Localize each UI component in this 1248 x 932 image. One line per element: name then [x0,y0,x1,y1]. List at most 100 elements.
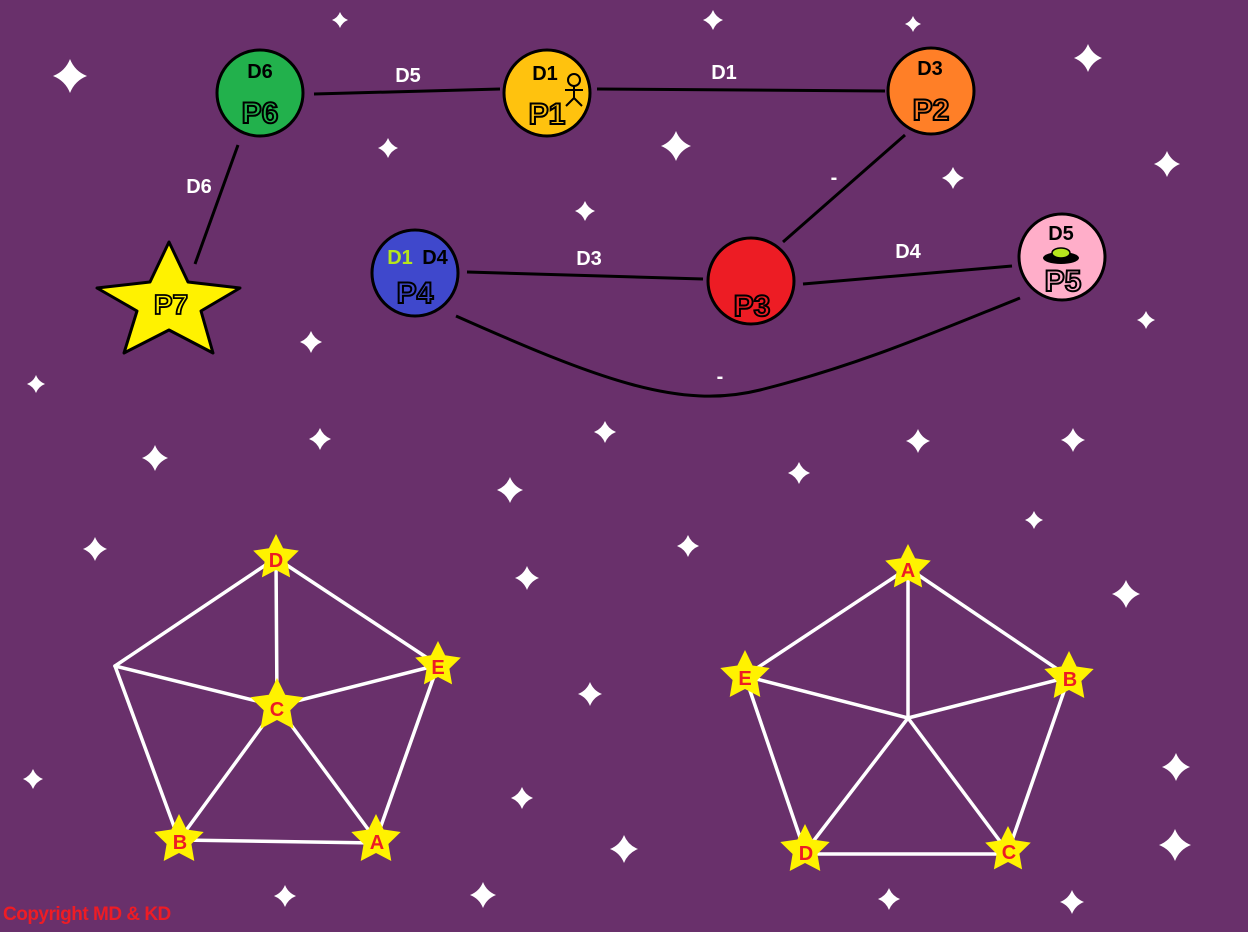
graph-node-star-shape [885,544,931,588]
graph-left-star-c-label: C [270,699,284,721]
graph-right-edges [743,566,1071,856]
planet-p2[interactable]: D3 P2 [886,46,976,136]
sparkle-icon [942,167,964,189]
planet-p1[interactable]: D1 P1 [502,48,592,138]
route-label-p4-p3: D3 [576,248,602,270]
graph-right-star-d-label: D [799,843,813,865]
sparkle-icon [1025,511,1043,529]
planet-p4[interactable]: D1 D4 P4 [370,228,460,318]
planet-p6-day: D6 [247,61,273,83]
graph-node-star-shape [780,824,830,871]
sparkle-icon [677,535,699,557]
planet-p2-name: P2 [913,94,950,127]
graph-node-star-shape [720,650,770,697]
route-label-p3-p5: D4 [895,241,921,263]
graph-right-star-d[interactable]: D [780,824,830,871]
sparkle-icon [1154,151,1180,177]
sparkle-icon [1137,311,1155,329]
sparkle-icon [1074,44,1102,72]
sparkle-icon [300,331,322,353]
graph-left-star-a-label: A [370,832,384,854]
graph-right-star-c-label: C [1002,842,1016,864]
planet-p5-name: P5 [1045,265,1082,298]
sparkle-icon [610,835,638,863]
route-label-p6-p7: D6 [186,176,212,198]
graph-node-star-shape [154,814,204,861]
ufo-icon [1043,247,1079,264]
route-p6-p7 [193,144,240,265]
sparkle-icon [274,885,296,907]
graph-left-star-c[interactable]: C [250,678,304,729]
planet-p1-name: P1 [529,98,566,131]
planet-p7-name: P7 [154,289,188,320]
planet-p4-day-1: D1 [387,247,413,269]
planet-p7[interactable]: P7 [95,240,242,355]
sparkle-icon [83,537,107,561]
planet-p3-name: P3 [734,290,771,323]
sparkle-icon [309,428,331,450]
route-label-p4-p5: - [717,366,724,388]
sparkle-icon [470,882,496,908]
sparkle-icon [332,12,348,28]
route-p3-p5 [802,264,1013,286]
planet-p4-name: P4 [397,277,434,310]
graph-node-star-shape [415,641,461,685]
route-p4-p5 [455,296,1021,398]
sparkle-icon [575,201,595,221]
graph-right-star-a[interactable]: A [885,544,931,588]
planet-p1-day: D1 [532,63,558,85]
graph-left: D E C B A [113,534,461,861]
planet-p6-name: P6 [242,97,279,130]
planet-p3[interactable]: P3 [706,236,796,326]
graph-left-edges [113,556,440,845]
sparkle-icon [703,10,723,30]
sparkle-icon [788,462,810,484]
route-p4-p3 [466,270,704,281]
route-labels: D5 D1 - D3 D4 D6 - [186,62,921,388]
sparkle-icon [906,429,930,453]
sparkle-icon [878,888,900,910]
sparkle-icon [1162,753,1190,781]
sparkle-background [23,10,1191,914]
graph-right-star-a-label: A [901,560,915,582]
route-p6-p1 [313,87,501,96]
graph-right-star-e[interactable]: E [720,650,770,697]
sparkle-icon [578,682,602,706]
sparkle-icon [27,375,45,393]
planet-p6[interactable]: D6 P6 [215,48,305,138]
sparkle-icon [23,769,43,789]
route-p1-p2 [596,87,886,93]
sparkle-icon [661,131,691,161]
sparkle-icon [511,787,533,809]
person-icon [565,73,583,107]
route-label-p1-p2: D1 [711,62,737,84]
route-layer [193,87,1021,398]
graph-node-star-shape [1044,651,1094,698]
route-label-p2-p3: - [831,167,838,189]
planet-p5-day: D5 [1048,223,1074,245]
route-p2-p3 [782,133,906,244]
planet-p4-day-2: D4 [422,247,448,269]
sparkle-icon [53,59,87,93]
graph-left-star-e[interactable]: E [415,641,461,685]
sparkle-icon [1159,829,1191,861]
graph-right-star-c[interactable]: C [985,826,1031,870]
graph-left-star-b-label: B [173,832,187,854]
sparkle-icon [515,566,539,590]
sparkle-icon [1112,580,1140,608]
graph-right-star-b[interactable]: B [1044,651,1094,698]
sparkle-icon [1060,890,1084,914]
sparkle-icon [142,445,168,471]
graph-node-star-shape [985,826,1031,870]
graph-left-star-d[interactable]: D [253,534,299,578]
graph-right: A E B D C [720,544,1094,871]
sparkle-icon [594,421,616,443]
graph-left-star-a[interactable]: A [351,814,401,861]
sparkle-icon [497,477,523,503]
route-label-p6-p1: D5 [395,65,421,87]
graph-left-star-e-label: E [431,657,444,679]
graph-right-star-e-label: E [738,668,751,690]
planet-p5[interactable]: D5 P5 [1017,212,1107,302]
graph-left-star-b[interactable]: B [154,814,204,861]
